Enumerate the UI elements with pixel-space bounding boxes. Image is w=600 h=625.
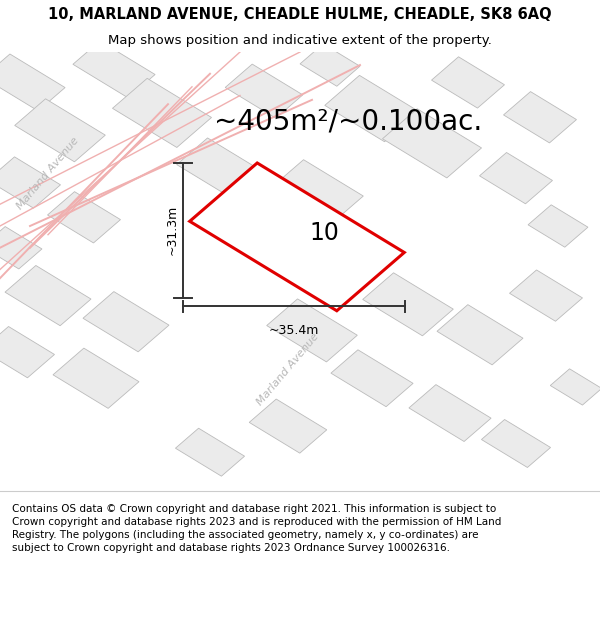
- Polygon shape: [176, 138, 268, 201]
- Polygon shape: [83, 292, 169, 352]
- Text: 10, MARLAND AVENUE, CHEADLE HULME, CHEADLE, SK8 6AQ: 10, MARLAND AVENUE, CHEADLE HULME, CHEAD…: [48, 7, 552, 22]
- Polygon shape: [503, 92, 577, 143]
- Text: 10: 10: [309, 221, 339, 244]
- Polygon shape: [190, 163, 404, 311]
- Polygon shape: [53, 348, 139, 408]
- Text: Marland Avenue: Marland Avenue: [255, 332, 321, 408]
- Polygon shape: [175, 428, 245, 476]
- Polygon shape: [225, 64, 303, 118]
- Polygon shape: [331, 350, 413, 407]
- Polygon shape: [0, 54, 65, 111]
- Polygon shape: [5, 266, 91, 326]
- Polygon shape: [112, 78, 212, 148]
- Polygon shape: [14, 99, 106, 162]
- Text: ~35.4m: ~35.4m: [269, 324, 319, 337]
- Polygon shape: [382, 109, 482, 178]
- Polygon shape: [73, 41, 155, 98]
- Polygon shape: [0, 227, 42, 269]
- Polygon shape: [249, 399, 327, 453]
- Polygon shape: [47, 192, 121, 243]
- Polygon shape: [409, 384, 491, 441]
- Polygon shape: [550, 369, 600, 405]
- Text: Contains OS data © Crown copyright and database right 2021. This information is : Contains OS data © Crown copyright and d…: [12, 504, 502, 553]
- Text: ~31.3m: ~31.3m: [166, 205, 179, 256]
- Polygon shape: [431, 57, 505, 108]
- Polygon shape: [437, 304, 523, 365]
- Polygon shape: [272, 160, 364, 222]
- Polygon shape: [325, 76, 419, 142]
- Polygon shape: [479, 152, 553, 204]
- Text: Map shows position and indicative extent of the property.: Map shows position and indicative extent…: [108, 34, 492, 47]
- Polygon shape: [362, 272, 454, 336]
- Polygon shape: [509, 270, 583, 321]
- Polygon shape: [266, 299, 358, 362]
- Polygon shape: [528, 205, 588, 247]
- Text: Marland Avenue: Marland Avenue: [15, 136, 81, 212]
- Polygon shape: [300, 44, 360, 86]
- Polygon shape: [0, 326, 55, 378]
- Text: ~405m²/~0.100ac.: ~405m²/~0.100ac.: [214, 107, 482, 136]
- Polygon shape: [0, 157, 61, 208]
- Polygon shape: [481, 419, 551, 468]
